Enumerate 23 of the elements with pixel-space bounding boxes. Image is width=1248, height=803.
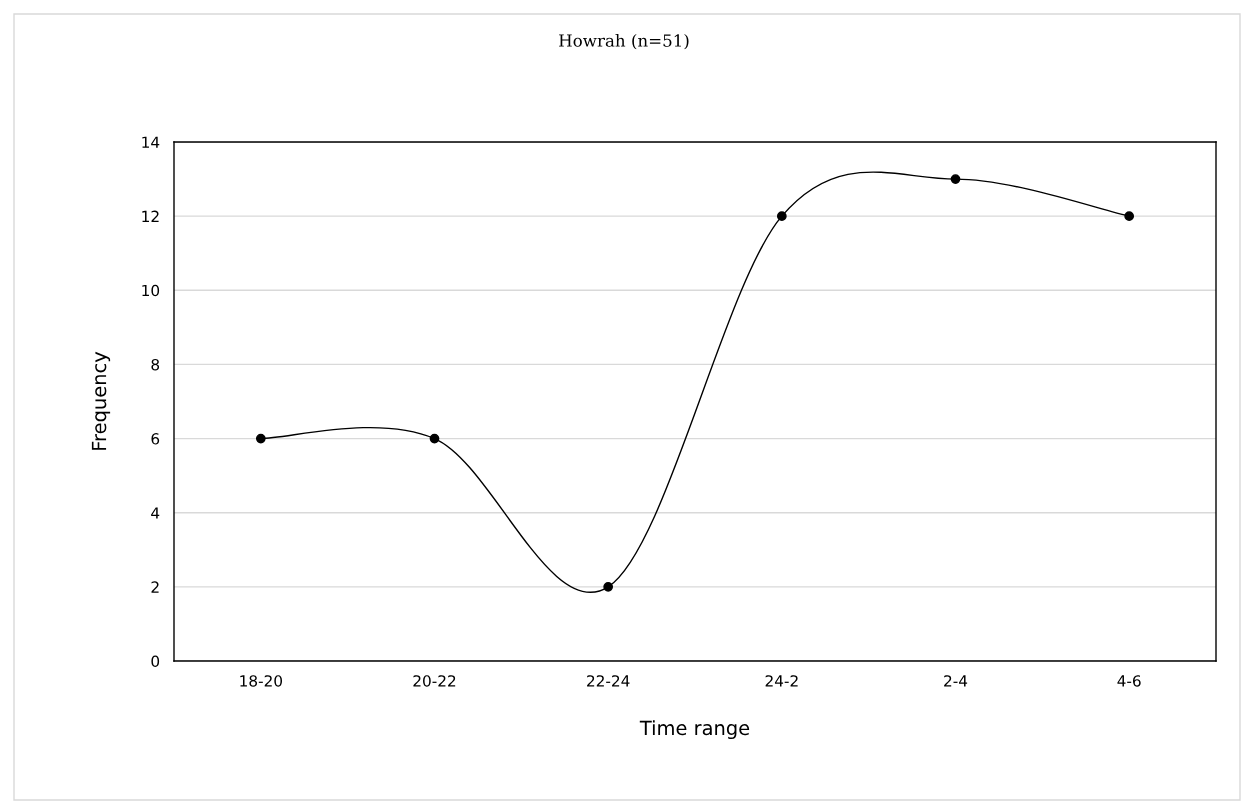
point	[950, 174, 961, 184]
y-tick-label: 14	[142, 136, 160, 148]
x-tick-label: 20-22	[413, 675, 456, 687]
point	[255, 433, 266, 444]
y-tick-label: 0	[151, 655, 160, 668]
point	[1124, 211, 1135, 222]
x-tick-label: 4-6	[1117, 675, 1141, 687]
y-tick-label: 2	[151, 581, 159, 593]
x-tick-label: 18-20	[240, 675, 283, 687]
chart-title: Howrah (n=51)	[559, 33, 689, 50]
y-axis-title: Frequency	[91, 351, 111, 450]
point	[776, 211, 787, 222]
point	[429, 433, 440, 444]
y-tick-label: 6	[151, 433, 160, 445]
y-tick-label: 10	[142, 284, 160, 297]
x-tick-label: 2-4	[944, 675, 968, 687]
x-tick-label: 24-2	[765, 675, 798, 687]
y-tick-label: 4	[151, 507, 160, 519]
point	[603, 581, 614, 592]
y-tick-label: 12	[142, 210, 159, 222]
x-tick-label: 22-24	[587, 675, 630, 687]
y-tick-label: 8	[151, 358, 160, 371]
x-axis-title: Time range	[639, 720, 750, 740]
